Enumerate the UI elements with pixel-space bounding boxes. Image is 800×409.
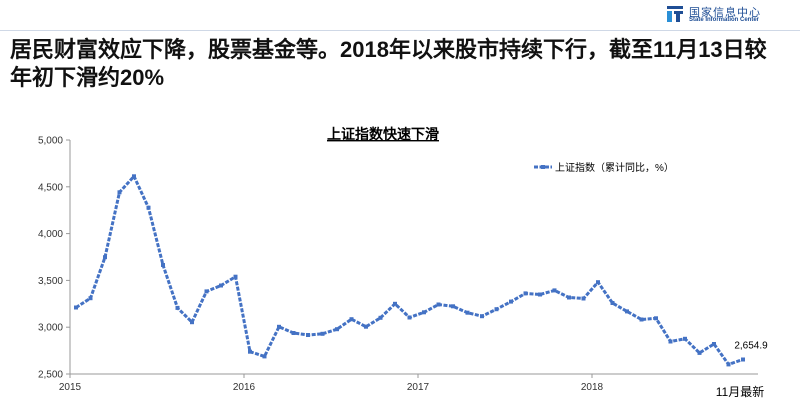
data-point (407, 315, 412, 320)
data-labels: 2,654.9 (734, 341, 768, 352)
data-point (262, 354, 267, 359)
data-point (335, 327, 339, 332)
data-point (712, 342, 716, 346)
data-point (364, 324, 368, 329)
data-point (639, 317, 644, 322)
state-information-center-logo-icon (667, 6, 683, 22)
data-point (509, 299, 513, 304)
data-point (190, 320, 194, 325)
header-divider (0, 30, 800, 31)
data-point (88, 296, 93, 301)
legend-entry: 上证指数（累计同比，%） (555, 161, 674, 174)
data-point (610, 301, 615, 305)
data-point (320, 331, 325, 336)
data-point (625, 309, 629, 314)
data-point (697, 350, 702, 355)
data-point (204, 289, 209, 294)
data-point (567, 295, 571, 300)
y-axis: 2,500 3,000 3,500 4,000 4,500 5,000 (38, 136, 71, 381)
data-point (349, 317, 354, 322)
data-point (596, 280, 600, 285)
y-tick-label: 4,500 (38, 182, 63, 193)
data-point (219, 283, 223, 288)
legend: 上证指数（累计同比，%） (534, 161, 674, 174)
data-point (146, 205, 151, 210)
y-tick-label: 2,500 (38, 370, 63, 381)
x-tick-label: 2015 (59, 382, 82, 393)
x-tick-label: 2017 (407, 382, 430, 393)
data-point (451, 304, 455, 309)
data-point (103, 255, 107, 260)
data-point (117, 190, 122, 195)
data-point (248, 349, 252, 354)
data-point (175, 305, 180, 310)
y-tick-label: 4,000 (38, 229, 63, 240)
chart-title: 上证指数快速下滑 (327, 126, 439, 142)
data-point (538, 292, 542, 297)
data-point (654, 316, 658, 321)
slide-headline: 居民财富效应下降，股票基金等。2018年以来股市持续下行，截至11月13日较年初… (10, 37, 767, 90)
x-axis: 2015 2016 2017 2018 11月最新 (59, 373, 764, 399)
logo-english-name: State Information Center (689, 17, 760, 23)
data-point (726, 362, 731, 367)
data-point (465, 310, 470, 315)
data-point (132, 174, 136, 179)
data-point (378, 315, 383, 320)
data-point (436, 302, 441, 307)
data-point (74, 305, 78, 310)
legend-marker (541, 165, 545, 169)
data-point (422, 310, 426, 315)
data-point (277, 324, 281, 329)
data-point (741, 357, 745, 362)
data-label: 2,654.9 (734, 341, 768, 352)
y-tick-label: 3,000 (38, 323, 63, 334)
logo: 国家信息中心 State Information Center (667, 4, 782, 30)
x-tick-label: 2018 (581, 382, 604, 393)
series-line (75, 174, 744, 366)
data-point (668, 339, 673, 344)
data-point (480, 314, 484, 319)
latest-month-annotation: 11月最新 (716, 384, 764, 399)
data-point (494, 307, 499, 312)
data-point (393, 301, 397, 306)
data-point (161, 263, 165, 267)
y-tick-label: 3,500 (38, 276, 63, 287)
data-point (306, 333, 310, 337)
y-tick-label: 5,000 (38, 136, 63, 147)
data-point (523, 291, 528, 296)
data-point (233, 274, 238, 279)
data-point (552, 288, 557, 293)
data-point (291, 331, 296, 335)
data-point (581, 296, 586, 301)
logo-chinese-name: 国家信息中心 (689, 7, 761, 19)
x-tick-label: 2016 (233, 382, 256, 393)
series-layer (74, 174, 745, 367)
data-point (683, 336, 687, 341)
